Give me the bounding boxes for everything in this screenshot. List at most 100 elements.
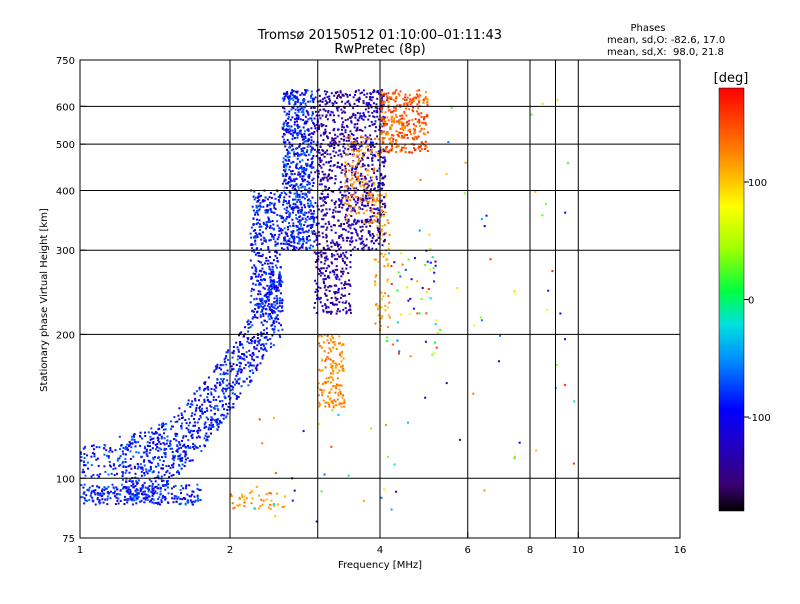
scatter-point (288, 195, 291, 198)
scatter-point (373, 153, 376, 156)
scatter-point (389, 96, 392, 99)
scatter-point (393, 117, 396, 120)
scatter-point (123, 486, 126, 489)
scatter-point (210, 428, 212, 430)
scatter-point (244, 363, 247, 366)
scatter-point (291, 106, 294, 109)
scatter-point (353, 219, 356, 222)
scatter-point (381, 102, 384, 105)
scatter-point (291, 499, 294, 502)
scatter-point (239, 344, 242, 347)
scatter-point (368, 137, 371, 140)
scatter-point (414, 118, 417, 121)
scatter-point (321, 359, 324, 362)
scatter-point (426, 103, 429, 106)
scatter-point (314, 261, 317, 263)
scatter-point (302, 240, 305, 243)
scatter-point (176, 497, 179, 500)
scatter-point (398, 104, 401, 107)
scatter-point (313, 251, 316, 254)
scatter-point (258, 252, 261, 254)
scatter-point (275, 290, 278, 293)
scatter-point (355, 239, 358, 242)
scatter-point (121, 462, 124, 465)
scatter-point (370, 138, 373, 141)
scatter-point (343, 262, 346, 265)
scatter-point (386, 95, 389, 98)
scatter-point (251, 369, 254, 372)
scatter-point (156, 446, 159, 449)
scatter-point (283, 133, 285, 135)
scatter-point (356, 154, 359, 157)
scatter-point (361, 181, 364, 183)
scatter-point (92, 452, 95, 455)
scatter-point (390, 118, 393, 121)
scatter-point (236, 504, 239, 507)
scatter-point (384, 158, 387, 161)
scatter-point (386, 326, 389, 329)
scatter-point (376, 218, 379, 221)
scatter-point (360, 115, 363, 118)
scatter-point (413, 143, 416, 146)
y-tick-label: 300 (56, 246, 75, 257)
scatter-point (290, 241, 293, 244)
scatter-point (370, 211, 373, 213)
scatter-point (304, 135, 307, 138)
scatter-point (322, 139, 325, 141)
scatter-point (321, 114, 324, 117)
scatter-point (368, 98, 371, 101)
scatter-point (290, 125, 293, 128)
scatter-point (420, 112, 423, 115)
scatter-point (306, 112, 309, 115)
scatter-point (283, 121, 286, 124)
scatter-point (268, 298, 270, 301)
scatter-point (204, 381, 207, 384)
scatter-point (338, 402, 341, 405)
scatter-point (420, 128, 423, 131)
scatter-point (279, 228, 282, 230)
scatter-point (154, 456, 156, 459)
scatter-point (130, 446, 133, 449)
scatter-point (235, 394, 238, 397)
scatter-point (382, 156, 385, 159)
scatter-point (286, 172, 289, 175)
scatter-point (289, 180, 292, 183)
scatter-point (249, 232, 252, 235)
scatter-point (193, 495, 196, 498)
scatter-point (371, 154, 374, 157)
scatter-point (412, 98, 414, 100)
scatter-point (364, 175, 366, 178)
scatter-point (98, 502, 101, 505)
scatter-point (307, 113, 310, 116)
scatter-point (240, 385, 243, 388)
scatter-point (272, 211, 275, 214)
scatter-point (192, 490, 195, 493)
scatter-point (131, 442, 134, 445)
scatter-point (90, 492, 93, 495)
scatter-point (311, 148, 313, 151)
scatter-point (450, 106, 453, 109)
scatter-point (303, 231, 305, 234)
scatter-point (265, 493, 268, 496)
scatter-point (378, 220, 381, 223)
scatter-point (157, 439, 160, 442)
scatter-point (324, 292, 326, 295)
scatter-point (328, 98, 331, 100)
scatter-point (328, 187, 331, 189)
scatter-point (356, 126, 359, 129)
scatter-point (101, 492, 104, 494)
scatter-point (194, 397, 197, 400)
scatter-point (247, 323, 249, 326)
scatter-point (360, 172, 363, 175)
scatter-point (128, 471, 131, 474)
scatter-point (333, 399, 336, 402)
scatter-point (303, 214, 306, 217)
scatter-point (92, 490, 95, 493)
scatter-point (318, 243, 321, 245)
scatter-point (406, 136, 409, 139)
scatter-point (373, 207, 376, 210)
scatter-point (393, 106, 396, 109)
scatter-point (196, 494, 199, 497)
scatter-point (177, 496, 180, 499)
scatter-point (458, 438, 461, 441)
